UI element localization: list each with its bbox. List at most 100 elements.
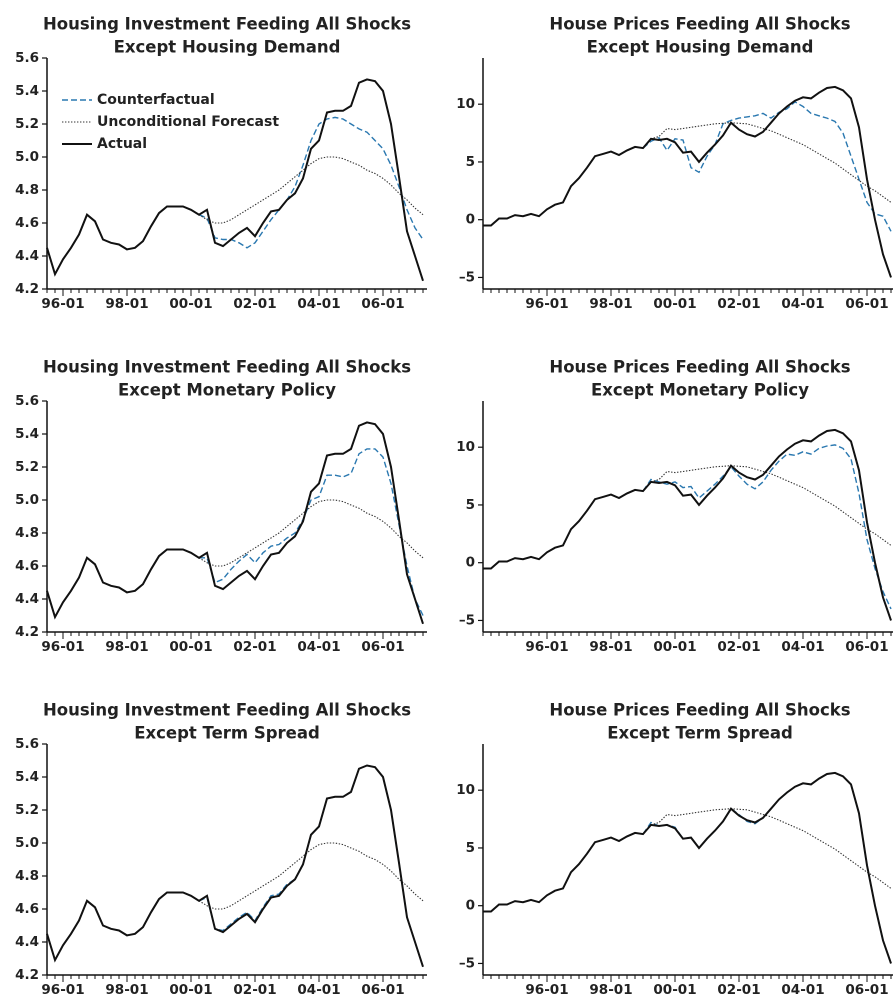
series-line	[483, 85, 892, 278]
y-tick-label: 4.2	[15, 967, 39, 983]
y-tick-label: 4.6	[15, 558, 39, 574]
series-line	[642, 101, 892, 232]
series-line	[199, 448, 424, 616]
x-tick-label: 04-01	[781, 296, 824, 312]
x-tick-label: 96-01	[525, 982, 568, 998]
series-line	[46, 421, 424, 625]
x-tick-label: 96-01	[525, 639, 568, 655]
x-tick-label: 02-01	[717, 296, 760, 312]
chart-title: Housing Investment Feeding All Shocks	[43, 701, 411, 720]
y-tick-label: 5.4	[15, 769, 39, 785]
chart-title: Except Housing Demand	[587, 38, 814, 57]
y-tick-label: 4.6	[15, 901, 39, 917]
series-line	[198, 156, 424, 224]
x-tick-label: 00-01	[653, 296, 696, 312]
x-tick-label: 06-01	[845, 639, 888, 655]
series-line	[198, 842, 424, 910]
y-tick-label: 10	[456, 782, 475, 798]
x-tick-label: 02-01	[717, 639, 760, 655]
x-tick-label: 00-01	[169, 639, 212, 655]
series-line	[483, 428, 892, 621]
series-line	[642, 122, 892, 203]
x-tick-label: 06-01	[845, 296, 888, 312]
y-tick-label: 5.2	[15, 116, 39, 132]
x-tick-label: 04-01	[297, 296, 340, 312]
x-tick-label: 02-01	[717, 982, 760, 998]
x-tick-label: 04-01	[781, 982, 824, 998]
y-tick-label: 10	[456, 96, 475, 112]
y-tick-label: 4.8	[15, 525, 39, 541]
chart-title: Housing Investment Feeding All Shocks	[43, 15, 411, 34]
x-tick-label: 06-01	[361, 639, 404, 655]
series-line	[483, 771, 892, 964]
series-line	[46, 764, 424, 968]
series-line	[642, 465, 892, 546]
x-tick-label: 02-01	[233, 639, 276, 655]
chart-title: Except Term Spread	[607, 724, 793, 743]
chart-title: House Prices Feeding All Shocks	[549, 15, 850, 34]
y-tick-label: 5	[466, 154, 475, 170]
y-tick-label: 0	[466, 555, 475, 571]
y-tick-label: 5.6	[15, 393, 39, 409]
series-line	[198, 116, 424, 249]
x-tick-label: 98-01	[105, 639, 148, 655]
x-tick-label: 06-01	[845, 982, 888, 998]
x-tick-label: 00-01	[169, 982, 212, 998]
y-tick-label: 0	[466, 212, 475, 228]
x-tick-label: 96-01	[41, 639, 84, 655]
x-tick-label: 96-01	[41, 296, 84, 312]
chart-title: Except Monetary Policy	[591, 381, 809, 400]
y-tick-label: 4.4	[15, 934, 39, 950]
series-line	[642, 808, 892, 889]
x-tick-label: 98-01	[589, 639, 632, 655]
series-line	[198, 764, 424, 968]
y-tick-label: 5	[466, 497, 475, 513]
x-tick-label: 04-01	[781, 639, 824, 655]
y-tick-label: –5	[459, 955, 475, 971]
y-tick-label: 5.4	[15, 426, 39, 442]
x-tick-label: 06-01	[361, 296, 404, 312]
chart-title: House Prices Feeding All Shocks	[549, 358, 850, 377]
x-tick-label: 02-01	[233, 296, 276, 312]
series-line	[198, 499, 424, 567]
y-tick-label: 5.6	[15, 736, 39, 752]
legend-label: Actual	[97, 136, 147, 152]
y-tick-label: 5.4	[15, 83, 39, 99]
x-tick-label: 96-01	[41, 982, 84, 998]
chart-title: House Prices Feeding All Shocks	[549, 701, 850, 720]
series-line	[642, 444, 892, 610]
x-tick-label: 98-01	[105, 296, 148, 312]
y-tick-label: 5.0	[15, 149, 39, 165]
series-line	[642, 772, 892, 964]
chart-title: Except Housing Demand	[114, 38, 341, 57]
chart-title: Except Term Spread	[134, 724, 320, 743]
chart-title: Housing Investment Feeding All Shocks	[43, 358, 411, 377]
x-tick-label: 00-01	[653, 982, 696, 998]
y-tick-label: 4.6	[15, 215, 39, 231]
x-tick-label: 02-01	[233, 982, 276, 998]
y-tick-label: 10	[456, 439, 475, 455]
x-tick-label: 96-01	[525, 296, 568, 312]
y-tick-label: 5.0	[15, 492, 39, 508]
y-tick-label: –5	[459, 612, 475, 628]
y-tick-label: 4.2	[15, 624, 39, 640]
series-line	[46, 78, 424, 282]
y-tick-label: 4.2	[15, 281, 39, 297]
legend-label: Counterfactual	[97, 92, 215, 108]
y-tick-label: 4.8	[15, 182, 39, 198]
y-tick-label: 5.2	[15, 802, 39, 818]
y-tick-label: 4.4	[15, 248, 39, 264]
x-tick-label: 00-01	[169, 296, 212, 312]
x-tick-label: 04-01	[297, 982, 340, 998]
chart-title: Except Monetary Policy	[118, 381, 336, 400]
y-tick-label: 5.6	[15, 50, 39, 66]
legend-label: Unconditional Forecast	[97, 114, 279, 130]
y-tick-label: 4.4	[15, 591, 39, 607]
x-tick-label: 98-01	[589, 296, 632, 312]
x-tick-label: 06-01	[361, 982, 404, 998]
x-tick-label: 98-01	[589, 982, 632, 998]
y-tick-label: 5.2	[15, 459, 39, 475]
y-tick-label: –5	[459, 269, 475, 285]
y-tick-label: 5	[466, 840, 475, 856]
